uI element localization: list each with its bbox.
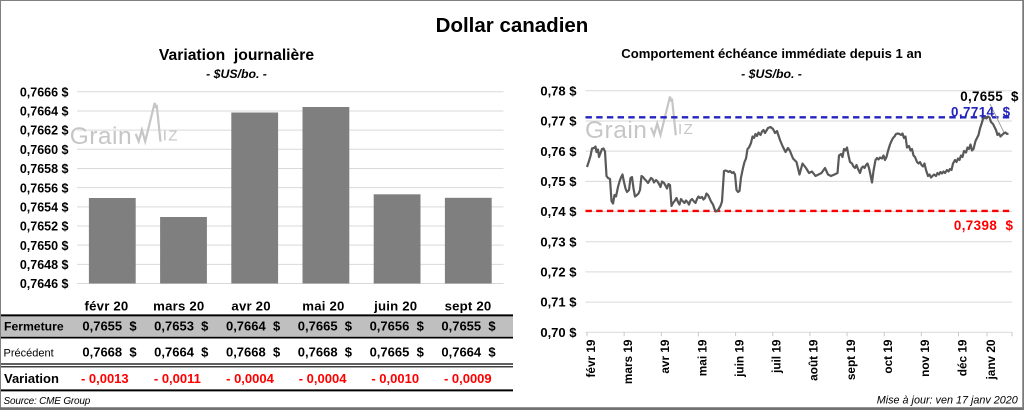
svg-text:oct 19: oct 19: [881, 339, 895, 374]
svg-text:- 0,0010: - 0,0010: [371, 371, 419, 386]
svg-text:0,78 $: 0,78 $: [540, 83, 577, 98]
svg-text:déc 19: déc 19: [955, 339, 969, 376]
svg-text:juin 20: juin 20: [373, 298, 417, 313]
svg-text:0,7656 $: 0,7656 $: [370, 319, 425, 334]
svg-text:0,7655 $: 0,7655 $: [441, 319, 496, 334]
svg-text:Précédent: Précédent: [4, 348, 54, 360]
svg-text:0,7654 $: 0,7654 $: [20, 200, 69, 214]
svg-text:0,7668 $: 0,7668 $: [82, 344, 137, 359]
svg-text:0,77 $: 0,77 $: [540, 114, 577, 129]
svg-text:0,7652 $: 0,7652 $: [20, 220, 69, 234]
svg-text:mai 19: mai 19: [695, 339, 709, 376]
svg-text:0,7650 $: 0,7650 $: [20, 239, 69, 253]
svg-text:0,7664 $: 0,7664 $: [226, 319, 281, 334]
svg-text:0,75 $: 0,75 $: [540, 174, 577, 189]
svg-text:0,7714 $: 0,7714 $: [951, 105, 1011, 120]
svg-text:févr 20: févr 20: [85, 298, 129, 313]
svg-text:sept 20: sept 20: [445, 298, 492, 313]
svg-text:Grain: Grain: [70, 123, 132, 150]
svg-text:0,76 $: 0,76 $: [540, 144, 577, 159]
svg-text:0,72 $: 0,72 $: [540, 265, 577, 280]
svg-text:- 0,0004: - 0,0004: [226, 371, 274, 386]
svg-text:0,7666 $: 0,7666 $: [20, 85, 69, 99]
svg-text:Comportement échéance immédiat: Comportement échéance immédiate depuis 1…: [621, 46, 922, 61]
svg-text:Mise à jour: ven 17 janv 2020: Mise à jour: ven 17 janv 2020: [877, 395, 1018, 407]
svg-text:mai 20: mai 20: [302, 298, 344, 313]
svg-text:août 19: août 19: [807, 339, 821, 381]
svg-text:0,7656 $: 0,7656 $: [20, 181, 69, 195]
svg-text:0,7665 $: 0,7665 $: [370, 344, 425, 359]
svg-text:0,7648 $: 0,7648 $: [20, 258, 69, 272]
svg-text:Dollar canadien: Dollar canadien: [436, 14, 589, 37]
svg-text:- 0,0011: - 0,0011: [154, 371, 201, 386]
svg-text:févr 19: févr 19: [584, 339, 598, 377]
svg-text:IZ: IZ: [678, 121, 694, 138]
svg-text:0,73 $: 0,73 $: [540, 234, 577, 249]
svg-text:0,7668 $: 0,7668 $: [298, 344, 353, 359]
svg-text:0,70 $: 0,70 $: [540, 325, 577, 340]
svg-text:- 0,0009: - 0,0009: [444, 371, 492, 386]
svg-text:- 0,0004: - 0,0004: [299, 371, 347, 386]
svg-text:mars 20: mars 20: [153, 298, 204, 313]
svg-text:0,74 $: 0,74 $: [540, 204, 577, 219]
svg-text:- $US/bo. -: - $US/bo. -: [206, 67, 267, 81]
svg-text:0,7664 $: 0,7664 $: [20, 105, 69, 119]
svg-text:0,7664 $: 0,7664 $: [154, 344, 209, 359]
svg-text:0,7660 $: 0,7660 $: [20, 143, 69, 157]
svg-text:mars 19: mars 19: [621, 339, 635, 384]
svg-text:0,7668 $: 0,7668 $: [226, 344, 281, 359]
svg-text:0,71 $: 0,71 $: [540, 295, 577, 310]
svg-text:- 0,0013: - 0,0013: [81, 371, 129, 386]
svg-text:0,7665 $: 0,7665 $: [298, 319, 353, 334]
svg-text:Variation: Variation: [4, 371, 59, 386]
svg-text:0,7655 $: 0,7655 $: [960, 89, 1019, 104]
svg-text:sept 19: sept 19: [844, 339, 858, 380]
svg-text:Source: CME Group: Source: CME Group: [4, 396, 91, 407]
svg-text:0,7653 $: 0,7653 $: [154, 319, 209, 334]
svg-text:juil 19: juil 19: [770, 339, 784, 374]
svg-text:0,7658 $: 0,7658 $: [20, 162, 69, 176]
svg-text:- $US/bo. -: - $US/bo. -: [741, 67, 802, 81]
svg-text:Variation journalière: Variation journalière: [159, 47, 314, 64]
svg-text:Fermeture: Fermeture: [4, 319, 64, 333]
svg-text:nov 19: nov 19: [918, 339, 932, 377]
svg-text:0,7662 $: 0,7662 $: [20, 124, 69, 138]
svg-text:0,7655 $: 0,7655 $: [82, 319, 137, 334]
svg-text:avr 19: avr 19: [658, 339, 672, 374]
svg-text:0,7646 $: 0,7646 $: [20, 277, 69, 291]
svg-text:avr 20: avr 20: [231, 298, 270, 313]
svg-text:0,7664 $: 0,7664 $: [441, 344, 496, 359]
svg-text:IZ: IZ: [163, 127, 179, 144]
svg-text:Grain: Grain: [585, 117, 647, 144]
svg-text:0,7398 $: 0,7398 $: [954, 218, 1014, 233]
svg-text:juin 19: juin 19: [732, 339, 746, 378]
svg-text:janv 20: janv 20: [984, 339, 998, 380]
